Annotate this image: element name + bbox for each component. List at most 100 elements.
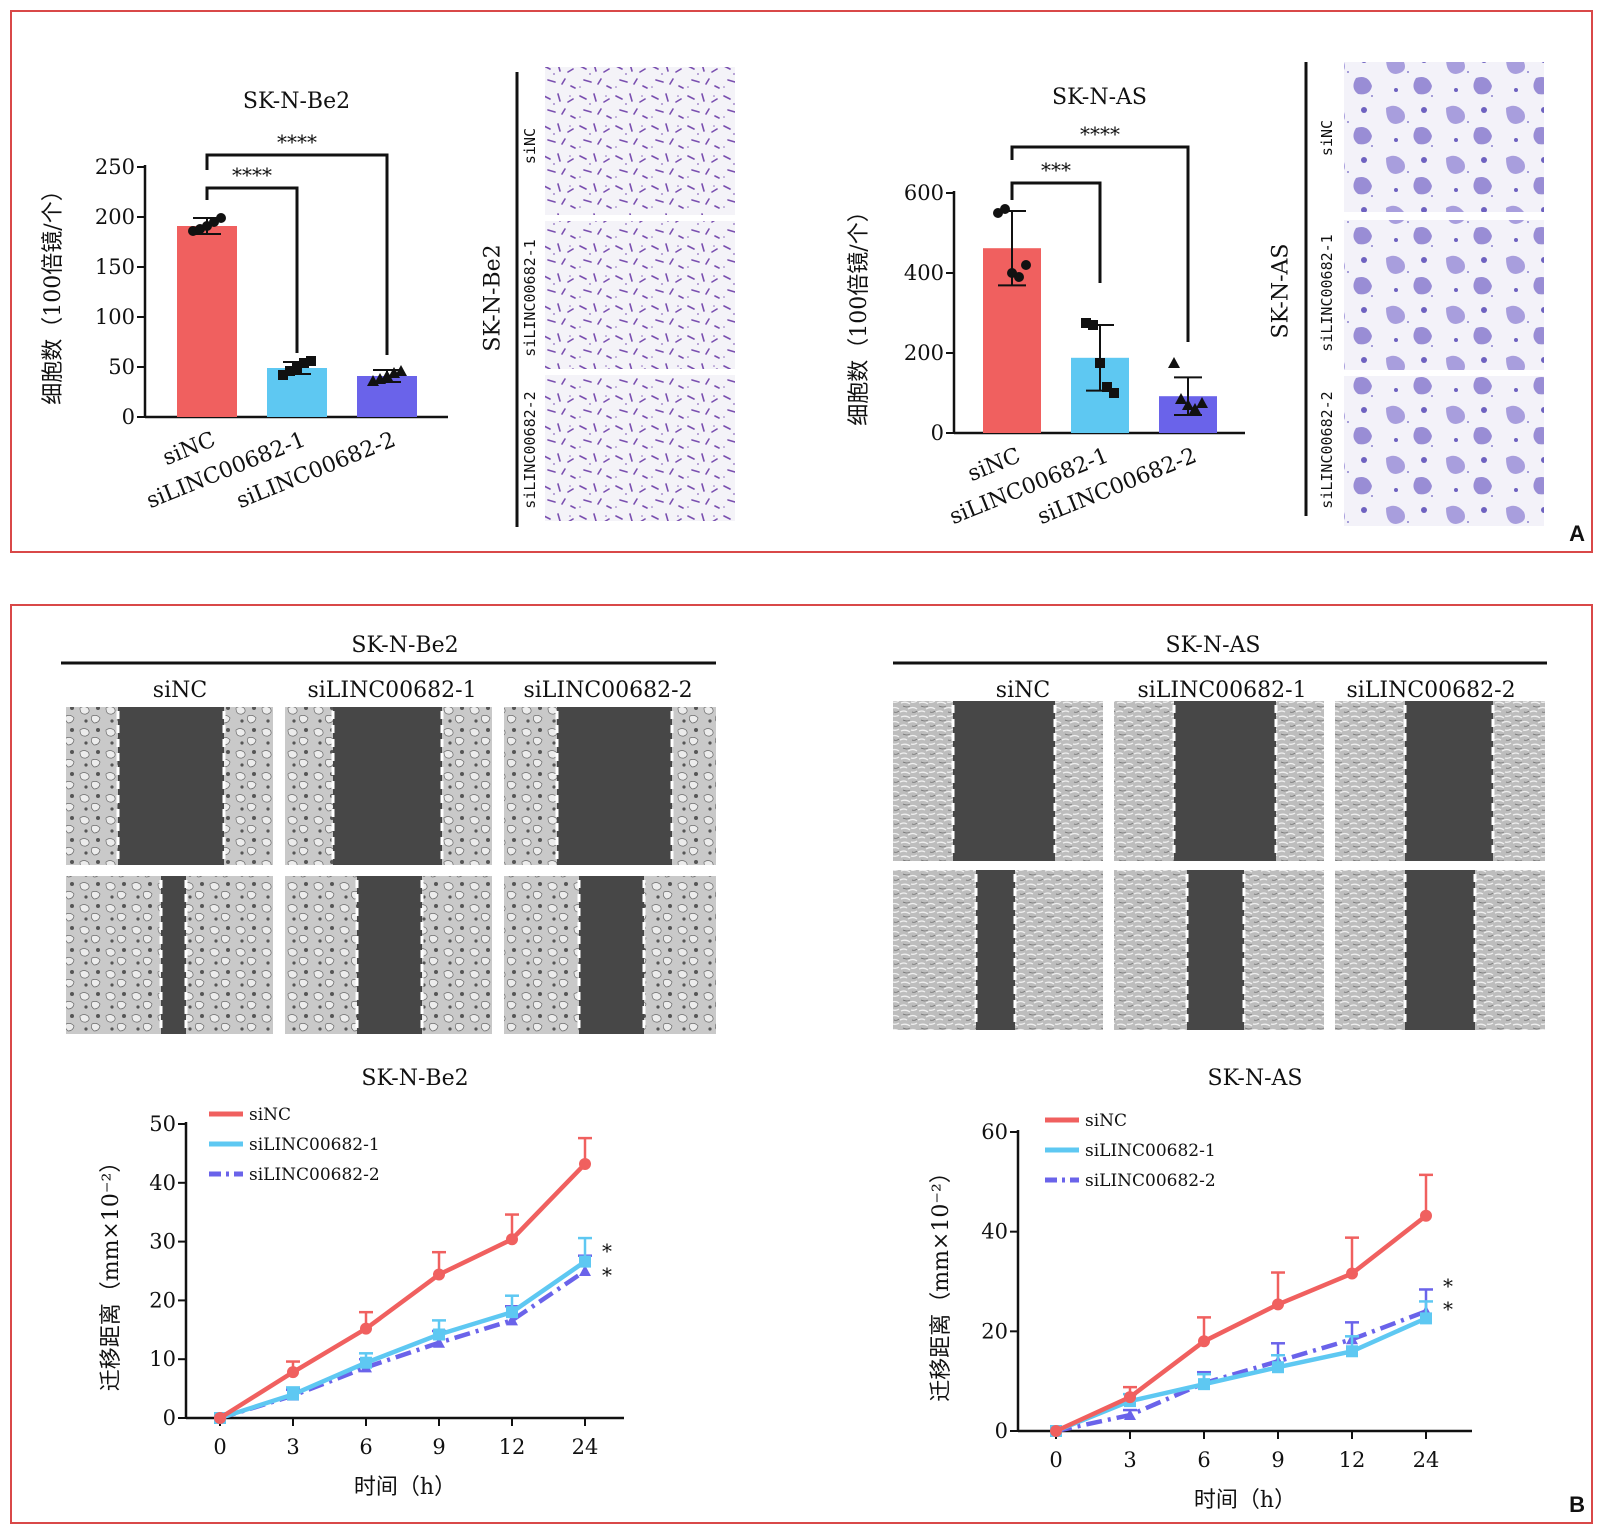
bar-chart-be2-sig-label-1: ****	[277, 130, 317, 154]
line-chart-as-ytick-label-2: 40	[981, 1220, 1008, 1244]
line-chart-be2-ylabel: 迁移距离（mm×10⁻²）	[99, 1151, 124, 1392]
bar-chart-as-point-1-2	[1095, 358, 1105, 368]
bar-chart-be2-bar-0	[177, 226, 237, 417]
line-chart-be2-marker-1-1	[287, 1388, 299, 1401]
transwell-be2-image-3	[545, 375, 735, 521]
scratch-be2-group-1: siNC	[152, 678, 208, 703]
line-chart-as-xtick-label-5: 24	[1413, 1448, 1440, 1472]
scratch-as-24h-si1	[1114, 870, 1324, 1030]
scratch-as-24h-si2-gap	[1405, 870, 1475, 1030]
scratch-be2-24h-si2-gap	[579, 876, 644, 1034]
line-chart-be2-marker-0-0	[214, 1412, 226, 1424]
transwell-as-row-label-1: siNC	[1318, 119, 1336, 157]
line-chart-be2-legend-label-0: siNC	[249, 1105, 291, 1125]
line-chart-as-marker-1-3	[1272, 1361, 1284, 1374]
line-chart-be2-marker-0-3	[433, 1268, 445, 1281]
bar-chart-be2-ytick-label-3: 150	[95, 255, 135, 279]
line-chart-as: SK-N-AS 0 20 40 60 0 3 6 9 12 24 时间（h） 迁移距离（mm×10⁻²）…	[929, 1066, 1472, 1513]
transwell-as-image-1	[1344, 62, 1544, 212]
line-chart-be2-ytick-label-4: 40	[149, 1171, 176, 1195]
line-chart-be2-xtick-label-1: 3	[286, 1435, 299, 1459]
transwell-as-row-label-3: siLINC00682-2	[1318, 391, 1336, 509]
line-chart-as-marker-1-2	[1198, 1378, 1210, 1391]
bar-chart-as-point-1-4	[1109, 388, 1119, 398]
line-chart-be2-marker-0-1	[287, 1366, 299, 1379]
scratch-as-0h-si2	[1335, 701, 1545, 861]
scratch-as-0h-sinc	[893, 701, 1103, 861]
line-chart-as-ytick-label-1: 20	[981, 1319, 1008, 1343]
bar-chart-be2: SK-N-Be2050100150200250细胞数（100倍镜/个）siNCs…	[41, 89, 448, 514]
line-chart-as-marker-1-5	[1420, 1312, 1432, 1325]
scratch-be2-0h-si1-gap	[333, 707, 442, 865]
bar-chart-as-point-2-1	[1175, 393, 1187, 404]
scratch-as-group-2: siLINC00682-1	[1137, 678, 1307, 703]
bar-chart-be2-ytick-label-4: 200	[95, 205, 135, 229]
line-chart-as-line-1	[1055, 1316, 1427, 1434]
bar-chart-as-point-1-0	[1081, 318, 1091, 328]
bar-chart-be2-point-1-1	[285, 366, 295, 376]
line-chart-be2: SK-N-Be2 0 10 20 30 40 50 0 3 6 9 12 24 时间（h） 迁移距离（mm×…	[99, 1066, 624, 1500]
bar-chart-be2-sig-bracket-0	[205, 186, 299, 353]
scratch-as-title: SK-N-AS	[1165, 633, 1261, 658]
line-chart-be2-marker-0-4	[506, 1233, 518, 1246]
scratch-as-24h-si2	[1335, 870, 1545, 1030]
line-chart-be2-legend-label-2: siLINC00682-2	[249, 1165, 380, 1185]
line-chart-as-marker-0-1	[1124, 1391, 1136, 1404]
line-chart-as-legend-label-2: siLINC00682-2	[1085, 1171, 1216, 1191]
line-chart-as-legend-label-1: siLINC00682-1	[1085, 1141, 1216, 1161]
line-chart-as-legend-label-0: siNC	[1085, 1111, 1127, 1131]
line-chart-be2-xtick-label-0: 0	[213, 1435, 226, 1459]
transwell-as-side-label: SK-N-AS	[1268, 243, 1294, 339]
transwell-be2-row-label-1: siNC	[521, 127, 539, 165]
line-chart-be2-legend-label-1: siLINC00682-1	[249, 1135, 380, 1155]
bar-chart-be2-bar-1	[267, 368, 327, 417]
line-chart-be2-xtick-label-5: 24	[572, 1435, 599, 1459]
line-chart-as-sig-star-1: *	[1443, 1297, 1453, 1321]
bar-chart-be2-title: SK-N-Be2	[243, 89, 350, 114]
line-chart-as-marker-0-5	[1420, 1209, 1432, 1222]
line-chart-be2-ytick-label-2: 20	[149, 1288, 176, 1312]
line-chart-be2-ytick-label-3: 30	[149, 1230, 176, 1254]
bar-chart-be2-point-0-4	[216, 213, 226, 223]
bar-chart-as-ytick-label-2: 400	[904, 261, 944, 285]
bar-chart-be2-ytick-label-5: 250	[95, 155, 135, 179]
scratch-be2-0h-sinc	[66, 707, 273, 865]
bar-chart-be2-ytick-label-2: 100	[95, 305, 135, 329]
bar-chart-as-title: SK-N-AS	[1052, 85, 1147, 110]
transwell-be2-row-label-3: siLINC00682-2	[521, 391, 539, 509]
transwell-be2-image-1	[545, 67, 735, 215]
line-chart-as-xtick-label-4: 12	[1339, 1448, 1366, 1472]
scratch-as-24h-si1-gap	[1187, 870, 1244, 1030]
line-chart-be2-xtick-label-2: 6	[359, 1435, 372, 1459]
scratch-be2-group-3: siLINC00682-2	[523, 678, 693, 703]
scratch-be2-24h-sinc-gap	[161, 876, 186, 1034]
bar-chart-as-sig-bracket-1	[1010, 145, 1190, 342]
line-chart-be2-xlabel: 时间（h）	[354, 1475, 456, 1500]
panel-b-letter: B	[1569, 1492, 1585, 1517]
bar-chart-be2-point-1-0	[278, 370, 288, 380]
bar-chart-as-point-1-3	[1102, 382, 1112, 392]
transwell-as-image-3	[1344, 376, 1544, 526]
bar-chart-as-sig-label-1: ****	[1080, 122, 1120, 146]
line-chart-as-marker-0-3	[1272, 1298, 1284, 1311]
transwell-as-row-label-2: siLINC00682-1	[1318, 234, 1336, 352]
scratch-be2-24h-si2	[504, 876, 716, 1034]
line-chart-be2-xtick-label-4: 12	[499, 1435, 526, 1459]
line-chart-as-marker-2-1	[1124, 1409, 1136, 1421]
bar-chart-as-point-2-2	[1182, 399, 1194, 410]
bar-chart-as-ytick-label-3: 600	[904, 181, 944, 205]
scratch-be2-24h-sinc	[66, 876, 273, 1034]
line-chart-be2-ytick-label-0: 0	[163, 1406, 176, 1430]
bar-chart-as-point-0-4	[1021, 260, 1031, 270]
line-chart-be2-ytick-label-5: 50	[149, 1112, 176, 1136]
panel-a-letter: A	[1569, 521, 1585, 546]
bar-chart-as-point-0-1	[1000, 204, 1010, 214]
scratch-be2-0h-sinc-gap	[118, 707, 224, 865]
bar-chart-be2-point-1-4	[306, 356, 316, 366]
scratch-be2-0h-si2	[504, 707, 716, 865]
bar-chart-as-point-0-3	[1014, 272, 1024, 282]
line-chart-be2-sig-star-1: *	[602, 1263, 612, 1287]
line-chart-be2-marker-1-4	[506, 1306, 518, 1319]
bar-chart-as-point-1-1	[1088, 320, 1098, 330]
line-chart-as-marker-0-4	[1346, 1267, 1358, 1280]
